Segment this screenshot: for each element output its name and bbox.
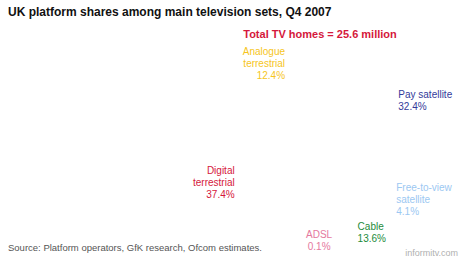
slice (320, 148, 377, 224)
data-label-line: ADSL (306, 229, 333, 240)
slice (244, 94, 320, 224)
data-label-line: satellite (396, 194, 430, 205)
data-label-line: Pay satellite (398, 89, 452, 100)
data-label-line: 4.1% (396, 206, 419, 217)
data-label-line: 32.4% (398, 101, 426, 112)
data-label-line: 12.4% (257, 70, 285, 81)
data-label-line: Free-to-view (396, 182, 452, 193)
data-label-line: 13.6% (358, 233, 386, 244)
title: UK platform shares among main television… (8, 5, 332, 19)
data-label: ADSL0.1% (306, 229, 333, 252)
slice (318, 148, 320, 224)
chart: UK platform shares among main television… (0, 0, 464, 261)
slice (267, 72, 320, 148)
credit: informitv.com (405, 248, 458, 258)
data-label: Cable13.6% (358, 221, 386, 244)
data-label: Digitalterrestrial37.4% (193, 165, 235, 200)
data-labels: Pay satellite32.4% Free-to-viewsatellite4… (193, 46, 453, 252)
data-label-line: Digital (207, 165, 235, 176)
source: Source: Platform operators, GfK research… (8, 242, 262, 253)
data-label: Pay satellite32.4% (398, 89, 452, 112)
data-label-line: Cable (358, 221, 385, 232)
data-label-line: terrestrial (243, 58, 285, 69)
subtitle: Total TV homes = 25.6 million (243, 28, 397, 40)
data-label-line: Analogue (243, 46, 286, 57)
data-label-line: 37.4% (206, 189, 234, 200)
data-label: Analogueterrestrial12.4% (243, 46, 286, 81)
background (0, 0, 464, 261)
data-label: Free-to-viewsatellite4.1% (396, 182, 452, 217)
data-label-line: 0.1% (308, 241, 331, 252)
data-label-line: terrestrial (193, 177, 235, 188)
slice (320, 148, 388, 198)
slices (244, 72, 396, 224)
slice (320, 72, 396, 182)
